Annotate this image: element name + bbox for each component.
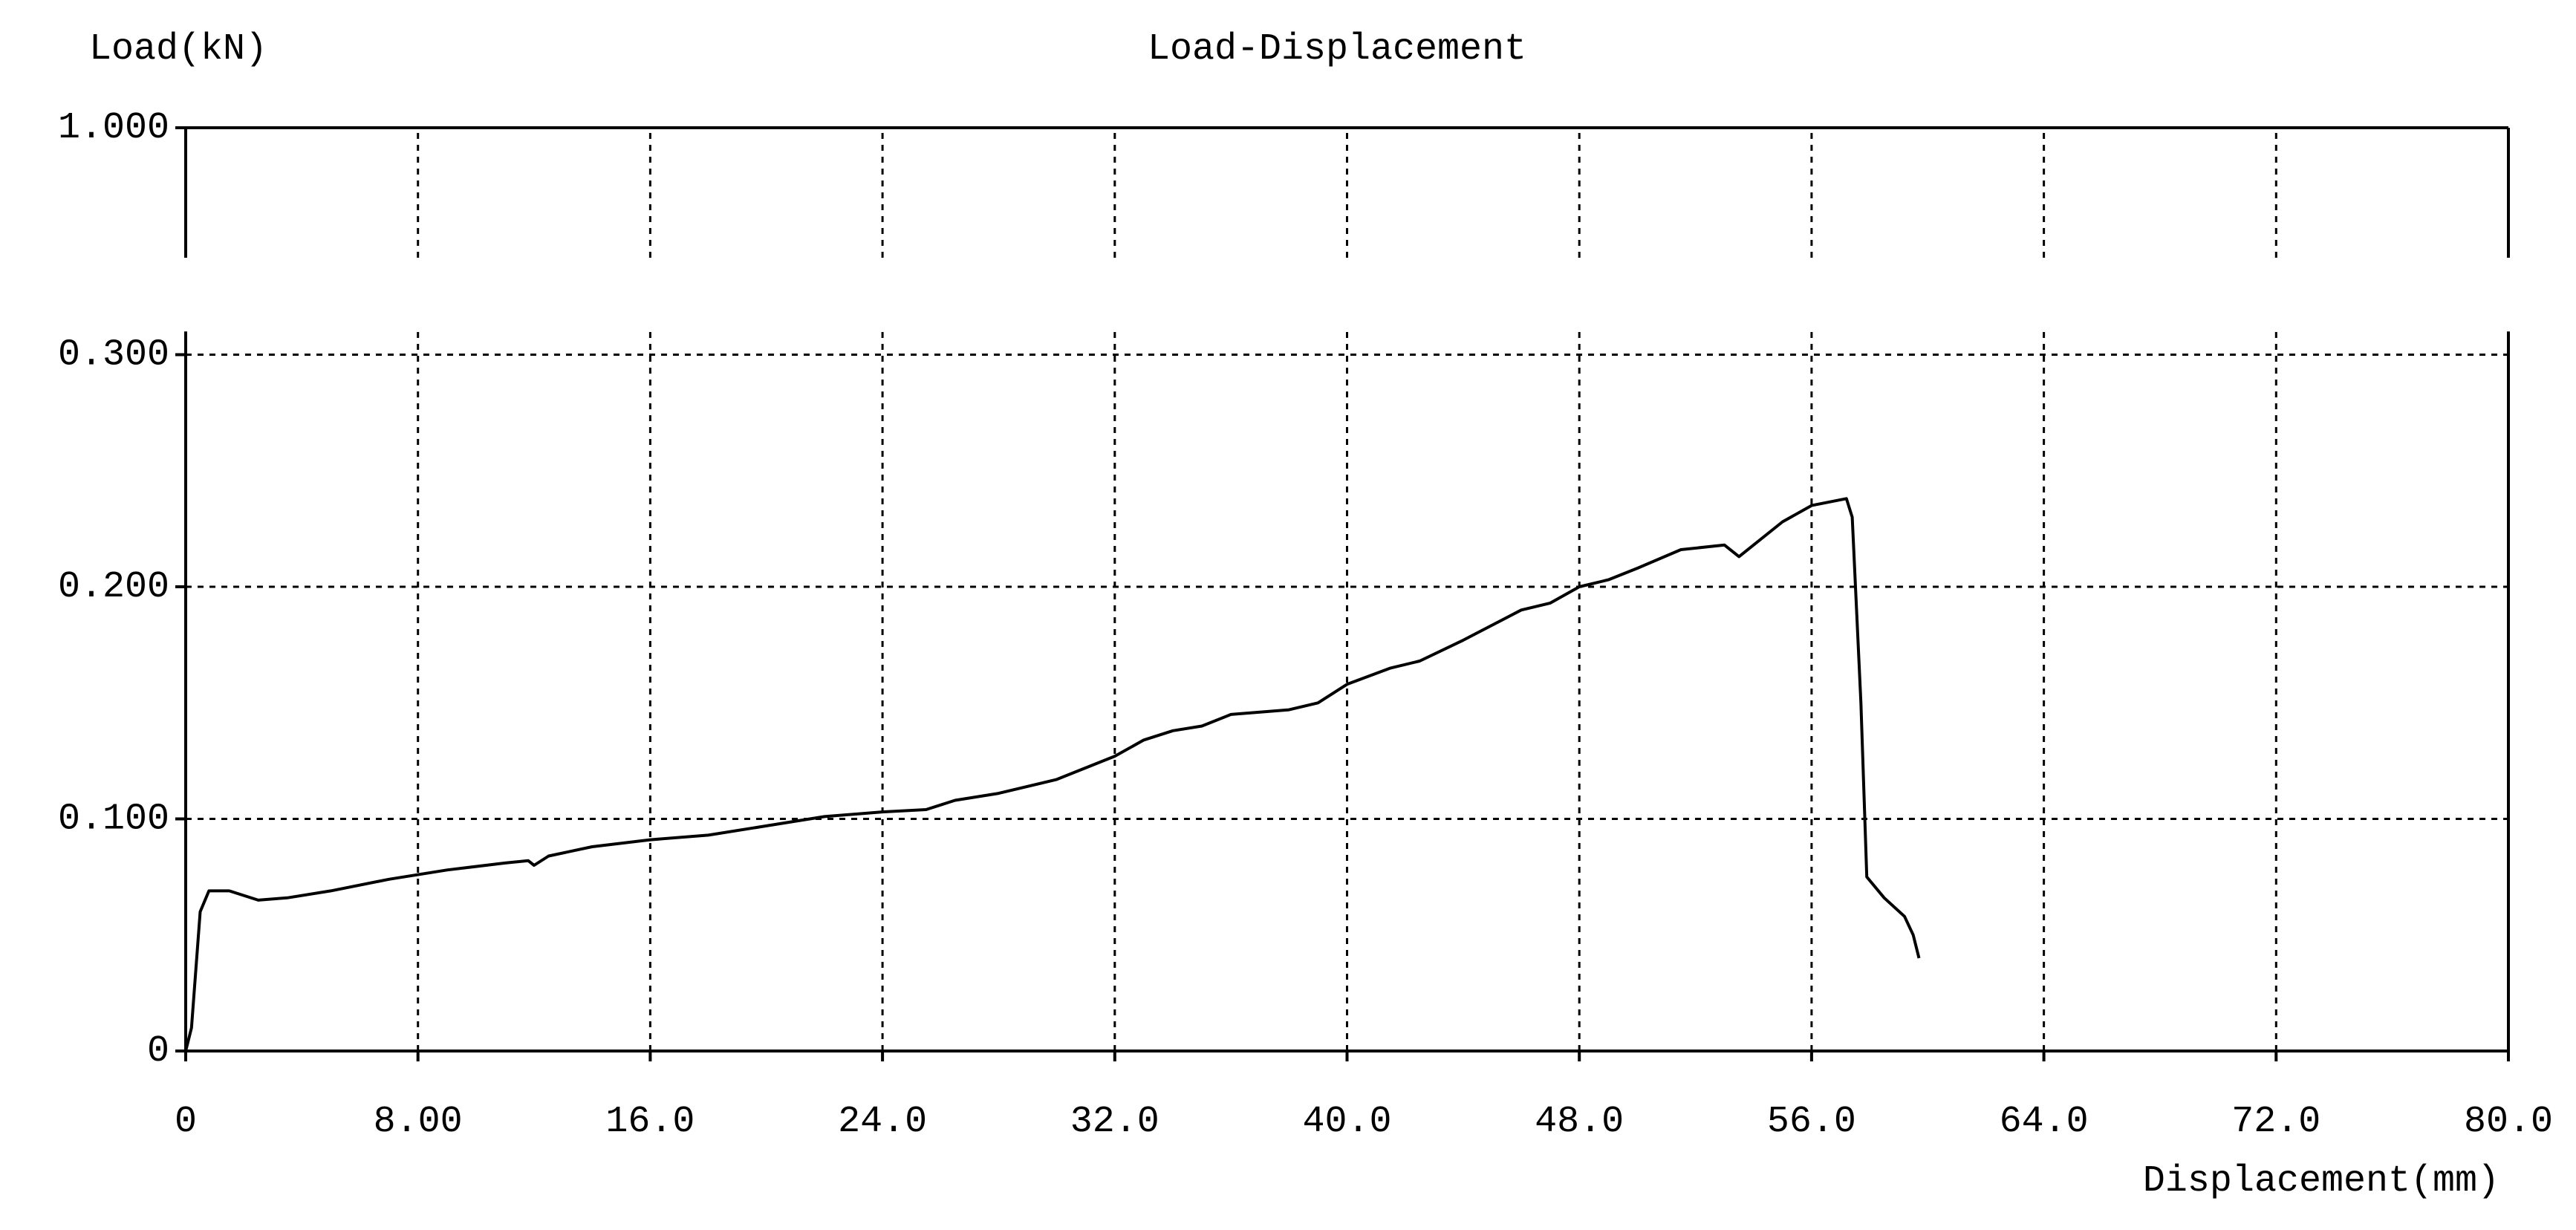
y-axis-label: Load(kN)	[89, 28, 267, 71]
x-axis-label: Displacement(mm)	[2143, 1160, 2499, 1203]
x-tick-label: 32.0	[1070, 1101, 1159, 1143]
data-line	[184, 497, 1921, 1052]
x-tick-label: 48.0	[1535, 1101, 1624, 1143]
x-tick-label: 24.0	[838, 1101, 927, 1143]
x-tick-label: 64.0	[2000, 1101, 2089, 1143]
y-tick-label: 0.200	[58, 566, 169, 608]
x-tick-label: 8.00	[374, 1101, 463, 1143]
x-tick-label: 72.0	[2231, 1101, 2320, 1143]
y-tick-label: 0.300	[58, 334, 169, 377]
chart-title: Load-Displacement	[1148, 28, 1526, 71]
y-tick-label: 1.000	[58, 107, 169, 149]
x-tick-label: 16.0	[605, 1101, 695, 1143]
x-tick-label: 0	[175, 1101, 197, 1143]
y-tick-label: 0.100	[58, 798, 169, 841]
x-tick-label: 80.0	[2464, 1101, 2553, 1143]
x-tick-label: 56.0	[1767, 1101, 1856, 1143]
x-tick-label: 40.0	[1302, 1101, 1391, 1143]
y-tick-label: 0	[147, 1030, 169, 1073]
